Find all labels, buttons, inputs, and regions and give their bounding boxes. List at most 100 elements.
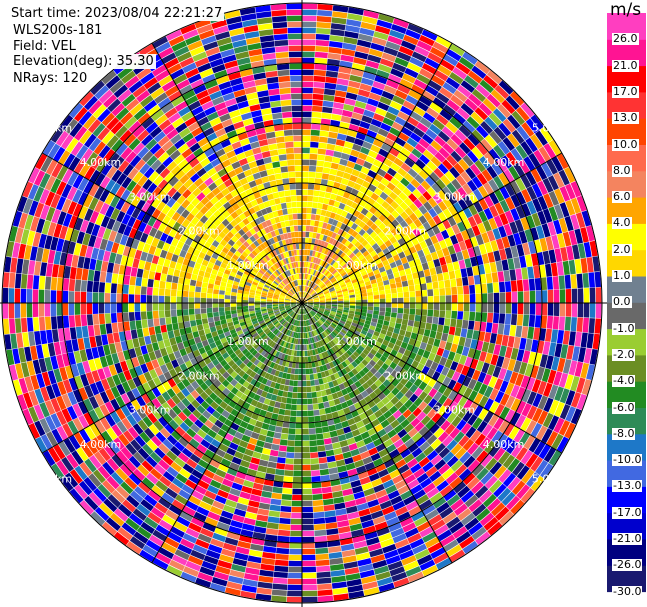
- gate-cell: [290, 518, 302, 525]
- gate-cell: [342, 147, 352, 155]
- gate-cell: [436, 114, 449, 126]
- gate-cell: [152, 303, 159, 311]
- gate-cell: [469, 293, 476, 303]
- gate-cell: [459, 451, 471, 464]
- gate-cell: [92, 314, 100, 325]
- gate-cell: [362, 382, 370, 390]
- gate-cell: [80, 314, 88, 327]
- gate-cell: [144, 261, 152, 271]
- gate-cell: [426, 368, 436, 378]
- gate-cell: [433, 204, 443, 215]
- gate-cell: [466, 476, 480, 490]
- gate-cell: [291, 398, 297, 405]
- gate-cell: [337, 333, 344, 339]
- gate-cell: [362, 274, 369, 280]
- gate-cell: [195, 319, 203, 326]
- gate-cell: [346, 340, 353, 347]
- gate-cell: [541, 223, 551, 238]
- gate-cell: [480, 138, 493, 152]
- gate-cell: [427, 296, 434, 303]
- gate-cell: [32, 303, 39, 318]
- gate-cell: [453, 162, 465, 175]
- gate-cell: [311, 111, 322, 118]
- gate-cell: [392, 142, 403, 152]
- gate-cell: [302, 446, 310, 453]
- gate-cell: [302, 225, 306, 232]
- gate-cell: [50, 303, 57, 317]
- gate-cell: [468, 522, 483, 536]
- gate-cell: [366, 227, 374, 235]
- gate-cell: [318, 221, 324, 228]
- gate-cell: [45, 276, 52, 290]
- gate-cell: [340, 245, 347, 252]
- gate-cell: [372, 201, 381, 210]
- gate-cell: [472, 503, 487, 517]
- gate-cell: [312, 232, 317, 239]
- gate-cell: [93, 270, 101, 282]
- gate-cell: [372, 345, 380, 352]
- gate-cell: [349, 310, 355, 314]
- gate-cell: [343, 36, 358, 45]
- gate-cell: [416, 122, 429, 133]
- gate-cell: [443, 104, 457, 117]
- gate-cell: [195, 313, 202, 320]
- gate-cell: [446, 227, 455, 237]
- gate-cell: [169, 337, 177, 346]
- gate-cell: [467, 216, 477, 228]
- gate-cell: [400, 211, 409, 220]
- gate-cell: [387, 257, 395, 264]
- gate-cell: [323, 289, 329, 294]
- gate-cell: [272, 583, 288, 590]
- gate-cell: [302, 63, 315, 70]
- gate-cell: [448, 270, 456, 280]
- gate-cell: [303, 261, 307, 268]
- gate-cell: [588, 318, 595, 334]
- gate-cell: [358, 345, 365, 352]
- gate-cell: [474, 159, 486, 173]
- gate-cell: [369, 391, 378, 400]
- gate-cell: [364, 355, 372, 363]
- gate-cell: [382, 379, 391, 388]
- gate-cell: [290, 410, 297, 417]
- gate-cell: [394, 232, 402, 241]
- gate-cell: [516, 484, 530, 499]
- gate-cell: [302, 105, 312, 112]
- gate-cell: [361, 309, 367, 314]
- gate-cell: [548, 139, 562, 156]
- gate-cell: [409, 291, 416, 298]
- gate-cell: [450, 498, 464, 511]
- gate-cell: [404, 380, 414, 390]
- gate-cell: [336, 256, 342, 263]
- gate-cell: [407, 231, 416, 240]
- gate-cell: [413, 199, 423, 209]
- gate-cell: [317, 10, 333, 17]
- gate-cell: [385, 303, 392, 308]
- gate-cell: [342, 327, 349, 332]
- gate-cell: [391, 307, 398, 313]
- gate-cell: [307, 195, 314, 202]
- gate-cell: [325, 236, 331, 243]
- gate-cell: [528, 351, 537, 365]
- gate-cell: [493, 417, 505, 430]
- gate-cell: [564, 216, 574, 232]
- gate-cell: [342, 218, 350, 225]
- gate-cell: [463, 285, 470, 295]
- gate-cell: [437, 201, 448, 212]
- gate-cell: [541, 162, 553, 178]
- gate-cell: [498, 281, 506, 293]
- gate-cell: [345, 199, 354, 207]
- gate-cell: [344, 322, 351, 328]
- gate-cell: [512, 461, 525, 476]
- gate-cell: [507, 234, 516, 247]
- gate-cell: [529, 290, 536, 303]
- gate-cell: [318, 402, 325, 410]
- gate-cell: [483, 75, 498, 89]
- gate-cell: [542, 208, 553, 223]
- gate-cell: [342, 42, 357, 51]
- gate-cell: [387, 167, 397, 177]
- gate-cell: [374, 371, 382, 379]
- gate-cell: [307, 298, 313, 302]
- gate-cell: [381, 90, 395, 101]
- gate-cell: [296, 350, 300, 357]
- gate-cell: [506, 440, 518, 454]
